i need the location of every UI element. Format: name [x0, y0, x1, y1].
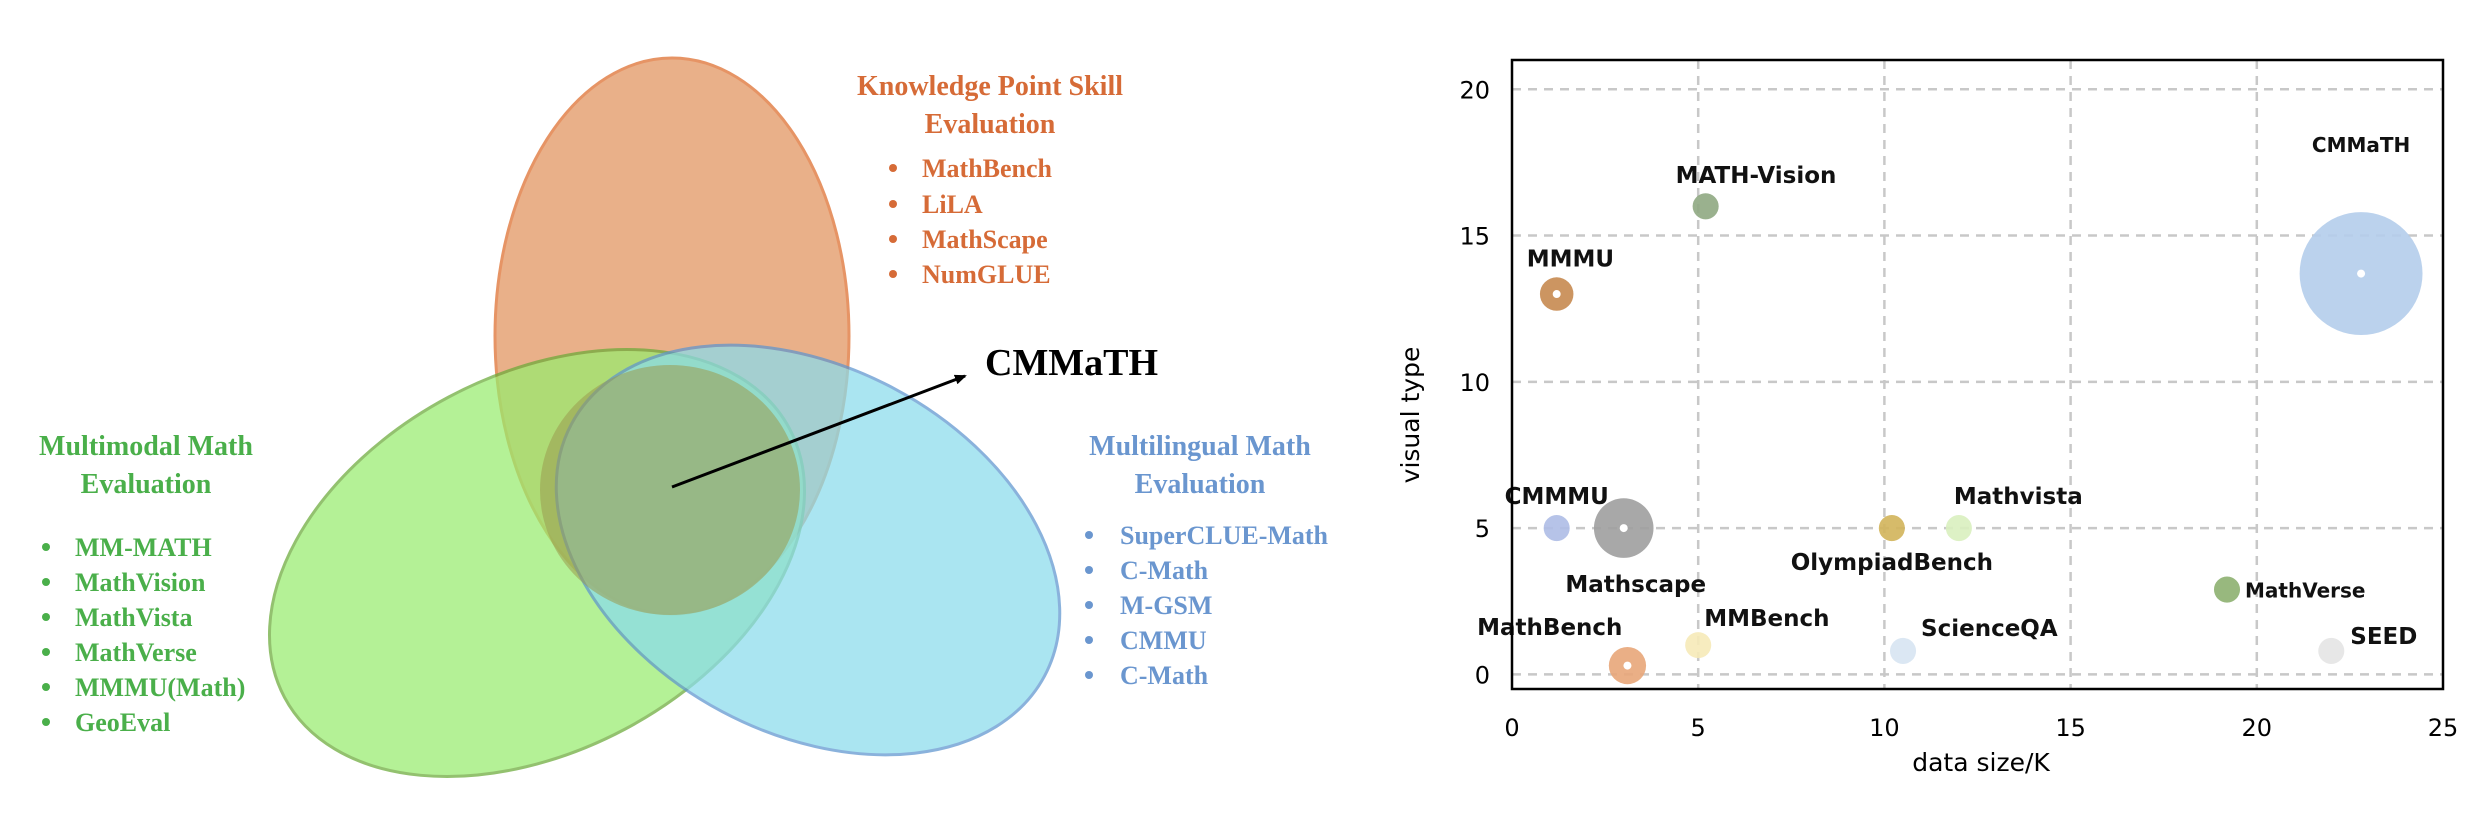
bubble-seed [2318, 637, 2345, 665]
y-tick-label: 15 [1459, 223, 1490, 251]
set-title-line: Knowledge Point Skill [857, 71, 1123, 102]
point-label: MMBench [1704, 606, 1829, 632]
bullet-icon [1085, 566, 1093, 574]
x-tick-label: 20 [2242, 714, 2273, 742]
x-axis-label: data size/K [1912, 748, 2050, 777]
point-label: MATH-Vision [1676, 163, 1837, 189]
set-item: SuperCLUE-Math [1120, 521, 1329, 550]
bullet-icon [889, 235, 897, 243]
chart-bubbles [1539, 193, 2423, 685]
set-item: CMMU [1120, 626, 1207, 655]
point-label: Mathvista [1954, 484, 2083, 510]
set-title-line: Evaluation [81, 469, 212, 500]
x-tick-label: 25 [2428, 714, 2459, 742]
set-item: MathVista [75, 603, 192, 632]
point-label: ScienceQA [1921, 616, 2058, 642]
multimodal-set: Multimodal Math Evaluation MM-MATH MathV… [39, 431, 253, 737]
y-tick-label: 0 [1475, 661, 1490, 689]
bubble-math-vision [1692, 193, 1719, 220]
bullet-icon [889, 164, 897, 172]
set-item: LiLA [922, 190, 983, 219]
set-item: GeoEval [75, 708, 170, 737]
point-label: MMMU [1527, 246, 1614, 272]
bubble-scienceqa [1889, 637, 1917, 665]
x-tick-label: 5 [1691, 714, 1706, 742]
point-label: Mathscape [1565, 572, 1706, 598]
bubble-chart: MATH-Vision MMMU CMMaTH CMMMU Mathscape Olymp… [1396, 58, 2458, 777]
bullet-icon [42, 613, 50, 621]
point-label: MathVerse [2245, 579, 2365, 603]
x-tick-label: 0 [1504, 714, 1519, 742]
bubble-mmbench [1685, 632, 1712, 659]
bubble-mathvista [1945, 515, 1972, 542]
set-item: MMMU(Math) [75, 673, 245, 702]
set-item: MathBench [922, 154, 1053, 183]
bullet-icon [42, 543, 50, 551]
set-item-list: MathBench LiLA MathScape NumGLUE [889, 154, 1053, 289]
y-tick-label: 5 [1475, 515, 1490, 543]
bubble-center-dot [1623, 661, 1632, 670]
set-item: MathScape [922, 225, 1048, 254]
x-tick-label: 10 [1869, 714, 1900, 742]
point-label: CMMMU [1505, 484, 1609, 510]
set-item: NumGLUE [922, 260, 1051, 289]
venn-diagram: CMMaTH Knowledge Point Skill Evaluation … [39, 56, 1329, 778]
bubble-mathverse [2213, 576, 2241, 603]
bullet-icon [42, 578, 50, 586]
chart-point-labels: MATH-Vision MMMU CMMaTH CMMMU Mathscape Olymp… [1477, 133, 2417, 650]
set-item: C-Math [1120, 556, 1209, 585]
intersection-region [540, 365, 800, 615]
y-axis-label: visual type [1396, 347, 1425, 484]
point-label: CMMaTH [2312, 133, 2410, 157]
set-item: C-Math [1120, 661, 1209, 690]
set-item: MM-MATH [75, 533, 212, 562]
bullet-icon [42, 718, 50, 726]
bubble-center-dot [1619, 524, 1628, 533]
bullet-icon [1085, 671, 1093, 679]
point-label: MathBench [1477, 615, 1622, 641]
cmmath-center-label: CMMaTH [985, 342, 1158, 384]
knowledge-point-set: Knowledge Point Skill Evaluation MathBen… [857, 71, 1123, 289]
set-title-line: Evaluation [1135, 469, 1266, 500]
set-title-line: Evaluation [925, 109, 1056, 140]
plot-frame [1510, 58, 2445, 691]
bullet-icon [889, 200, 897, 208]
set-item: MathVerse [75, 638, 197, 667]
chart-axis-ticks: 0 5 10 15 20 25 0 5 10 15 20 [1459, 76, 2458, 742]
set-item-list: MM-MATH MathVision MathVista MathVerse M… [42, 533, 245, 737]
bullet-icon [42, 648, 50, 656]
point-label: OlympiadBench [1791, 550, 1993, 576]
set-title-line: Multilingual Math [1089, 431, 1311, 462]
set-title-line: Multimodal Math [39, 431, 253, 462]
bubble-olympiadbench [1878, 515, 1905, 542]
bullet-icon [42, 683, 50, 691]
bubble-cmmmu [1543, 515, 1570, 542]
set-item: MathVision [75, 568, 206, 597]
center-arrow [671, 374, 967, 489]
bullet-icon [1085, 601, 1093, 609]
bullet-icon [1085, 531, 1093, 539]
bubble-center-dot [2357, 269, 2366, 278]
x-tick-label: 15 [2055, 714, 2086, 742]
bullet-icon [1085, 636, 1093, 644]
bubble-center-dot [1552, 290, 1561, 299]
multilingual-set: Multilingual Math Evaluation SuperCLUE-M… [1085, 431, 1329, 690]
point-label: SEED [2350, 624, 2417, 650]
y-tick-label: 20 [1459, 76, 1490, 104]
y-tick-label: 10 [1459, 369, 1490, 397]
bullet-icon [889, 270, 897, 278]
chart-grid [1512, 60, 2443, 689]
set-item: M-GSM [1120, 591, 1212, 620]
set-item-list: SuperCLUE-Math C-Math M-GSM CMMU C-Math [1085, 521, 1329, 690]
